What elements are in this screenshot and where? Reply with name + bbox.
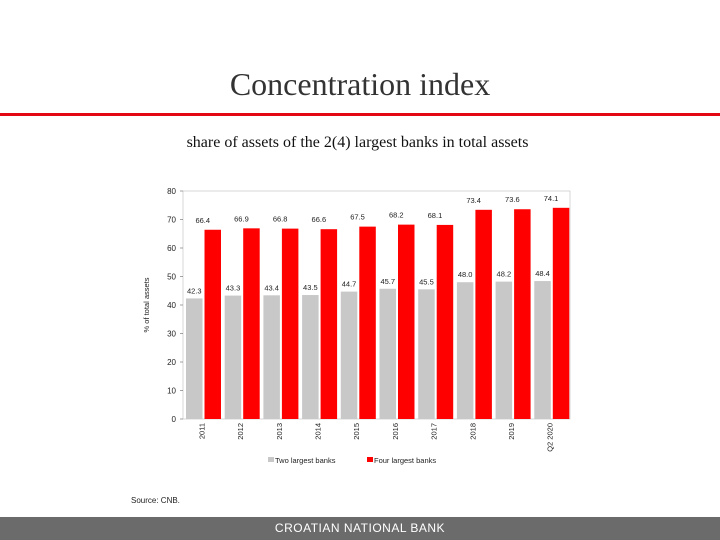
bar-two-largest-label: 43.3 <box>226 284 241 293</box>
legend-swatch <box>268 457 274 462</box>
x-tick-label: 2018 <box>468 423 477 440</box>
bar-four-largest-label: 73.4 <box>466 196 481 205</box>
bar-four-largest <box>475 209 492 419</box>
concentration-bar-chart: 0 10 20 30 40 50 60 70 80 % of total assets 42.3 66… <box>142 187 571 465</box>
x-tick-label: 2014 <box>313 423 322 440</box>
y-tick-label: 10 <box>167 387 176 396</box>
bar-two-largest-label: 48.4 <box>535 269 550 278</box>
chart-subtitle: share of assets of the 2(4) largest bank… <box>186 134 529 151</box>
bar-four-largest-label: 66.6 <box>312 215 327 224</box>
y-tick-label: 20 <box>167 358 176 367</box>
y-tick-label: 40 <box>167 301 176 310</box>
bar-four-largest <box>436 224 454 419</box>
y-tick-label: 70 <box>167 216 176 225</box>
y-tick-label: 0 <box>172 415 177 424</box>
legend-label: Two largest banks <box>275 456 336 465</box>
bar-four-largest-label: 73.6 <box>505 195 520 204</box>
bar-four-largest-label: 66.9 <box>234 214 249 223</box>
bar-four-largest <box>320 229 338 419</box>
bar-two-largest-label: 48.2 <box>497 270 512 279</box>
y-axis-label: % of total assets <box>142 277 151 332</box>
x-tick-label: 2011 <box>197 423 206 439</box>
bar-four-largest <box>398 224 415 419</box>
bar-two-largest-label: 42.3 <box>187 286 202 295</box>
bar-four-largest <box>281 228 299 419</box>
bar-four-largest-label: 66.4 <box>195 216 210 225</box>
bar-four-largest-label: 68.2 <box>389 211 404 220</box>
x-tick-label: Q2 2020 <box>546 423 555 452</box>
y-tick-label: 50 <box>167 273 176 282</box>
x-tick-label: 2019 <box>507 423 516 440</box>
source-note: Source: CNB. <box>131 496 180 505</box>
bar-two-largest <box>495 281 513 419</box>
bar-two-largest-label: 44.7 <box>342 280 357 289</box>
bar-four-largest <box>359 226 376 419</box>
bar-two-largest <box>340 291 358 419</box>
bar-two-largest-label: 45.7 <box>380 277 395 286</box>
footer-text: CROATIAN NATIONAL BANK <box>274 521 446 535</box>
y-tick-label: 80 <box>167 187 176 196</box>
bar-four-largest-label: 68.1 <box>428 211 443 220</box>
bar-two-largest-label: 43.5 <box>303 283 318 292</box>
bar-four-largest <box>204 229 221 419</box>
bar-four-largest <box>552 207 570 419</box>
legend-label: Four largest banks <box>374 456 436 465</box>
bar-two-largest <box>534 281 551 419</box>
bar-two-largest <box>379 288 396 419</box>
bar-four-largest <box>243 228 260 419</box>
x-tick-label: 2015 <box>352 423 361 440</box>
bar-two-largest <box>418 289 435 419</box>
bar-two-largest <box>456 282 474 419</box>
y-tick-label: 60 <box>167 244 176 253</box>
bar-two-largest <box>263 295 280 419</box>
bar-two-largest <box>224 295 242 419</box>
bar-two-largest-label: 43.4 <box>264 283 279 292</box>
title-divider <box>0 113 720 116</box>
bar-four-largest <box>514 209 531 419</box>
bar-two-largest <box>302 295 319 419</box>
y-tick-label: 30 <box>167 330 176 339</box>
x-tick-label: 2013 <box>275 423 284 440</box>
bar-two-largest-label: 48.0 <box>458 270 473 279</box>
slide-title: Concentration index <box>229 66 491 102</box>
bar-four-largest-label: 74.1 <box>544 194 559 203</box>
x-tick-label: 2012 <box>236 423 245 440</box>
bar-four-largest-label: 67.5 <box>350 213 365 222</box>
x-tick-label: 2016 <box>391 423 400 440</box>
legend-swatch <box>367 457 373 462</box>
bar-two-largest <box>186 298 203 419</box>
bar-four-largest-label: 66.8 <box>273 215 288 224</box>
bar-two-largest-label: 45.5 <box>419 277 434 286</box>
x-tick-label: 2017 <box>430 423 439 440</box>
footer-bar: CROATIAN NATIONAL BANK <box>0 517 720 540</box>
